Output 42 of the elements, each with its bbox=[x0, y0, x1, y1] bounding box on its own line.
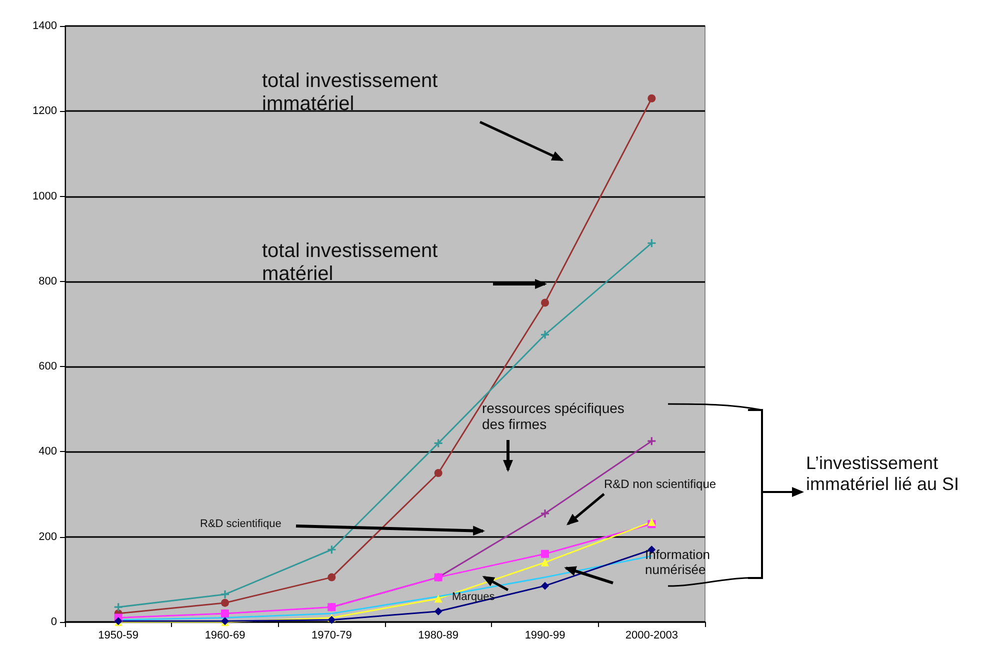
point bbox=[328, 573, 336, 582]
point bbox=[221, 598, 229, 607]
annotation: total investissement immatériel bbox=[262, 70, 439, 116]
point bbox=[434, 594, 442, 603]
y-tick-label: 0 bbox=[50, 616, 57, 628]
point bbox=[648, 94, 656, 102]
x-tick-label: 2000-2003 bbox=[625, 630, 678, 642]
point bbox=[221, 609, 229, 618]
x-tick-label: 1970-79 bbox=[311, 630, 352, 642]
y-tick-label: 1400 bbox=[32, 20, 57, 32]
annotation: Information numérisée bbox=[645, 547, 712, 578]
annotation: total investissement matériel bbox=[262, 240, 439, 286]
x-tick-label: 1960-69 bbox=[204, 630, 246, 642]
point bbox=[434, 439, 442, 448]
point bbox=[541, 550, 549, 558]
annotation: ressources spécifiques des firmes bbox=[482, 400, 626, 432]
y-tick-label: 1000 bbox=[32, 190, 57, 202]
annotation: Marques bbox=[452, 591, 496, 604]
point bbox=[541, 558, 549, 566]
annotation: R&D scientifique bbox=[200, 518, 282, 531]
y-tick-label: 200 bbox=[38, 530, 57, 543]
point bbox=[541, 330, 549, 339]
point bbox=[648, 437, 656, 446]
point bbox=[648, 239, 656, 248]
y-tick-label: 400 bbox=[38, 446, 57, 458]
point bbox=[541, 509, 549, 518]
text: L’investissement immatériel lié au SI bbox=[806, 453, 960, 494]
x-tick-label: 1980-89 bbox=[418, 630, 459, 642]
point bbox=[541, 298, 549, 307]
point bbox=[114, 603, 122, 612]
point bbox=[434, 469, 442, 477]
point bbox=[221, 590, 229, 598]
y-tick-label: 800 bbox=[38, 275, 57, 288]
point bbox=[648, 518, 656, 526]
x-tick-label: 1950-59 bbox=[98, 630, 139, 642]
y-tick-label: 600 bbox=[38, 360, 57, 373]
annotation: R&D non scientifique bbox=[604, 477, 718, 492]
x-tick-label: 1990-99 bbox=[524, 630, 566, 642]
point bbox=[328, 546, 336, 554]
point bbox=[434, 607, 442, 616]
point bbox=[541, 582, 549, 590]
y-tick-label: 1200 bbox=[32, 105, 57, 118]
